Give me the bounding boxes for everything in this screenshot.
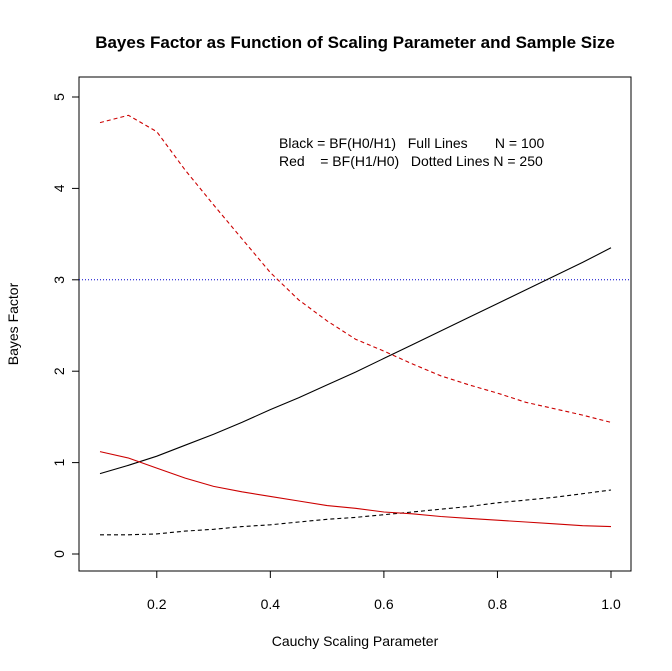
plot-frame — [78, 76, 632, 572]
x-tick-label: 0.8 — [488, 596, 508, 612]
y-axis: 0 1 2 3 4 5 — [51, 93, 80, 558]
x-tick-label: 0.2 — [147, 596, 167, 612]
series-line-2 — [100, 489, 612, 536]
x-tick-label: 1.0 — [601, 596, 621, 612]
x-axis-label: Cauchy Scaling Parameter — [272, 633, 439, 649]
x-tick-label: 0.4 — [261, 596, 281, 612]
legend-line-1: Black = BF(H0/H1) Full Lines N = 100 — [279, 135, 545, 151]
x-axis: 0.2 0.4 0.6 0.8 1.0 — [147, 570, 621, 612]
y-tick-label: 5 — [51, 93, 67, 101]
legend-line-2: Red = BF(H1/H0) Dotted Lines N = 250 — [279, 153, 543, 169]
x-tick-label: 0.6 — [374, 596, 394, 612]
y-tick-label: 1 — [51, 458, 67, 466]
series-line-1 — [99, 247, 612, 475]
y-tick-label: 3 — [51, 276, 67, 284]
y-tick-label: 2 — [51, 367, 67, 375]
chart-title: Bayes Factor as Function of Scaling Para… — [95, 33, 615, 52]
series-line-4 — [99, 114, 612, 423]
series-group — [99, 114, 612, 536]
y-axis-label: Bayes Factor — [5, 282, 21, 365]
series-line-3 — [99, 451, 612, 528]
y-tick-label: 0 — [51, 550, 67, 558]
y-tick-label: 4 — [51, 184, 67, 192]
